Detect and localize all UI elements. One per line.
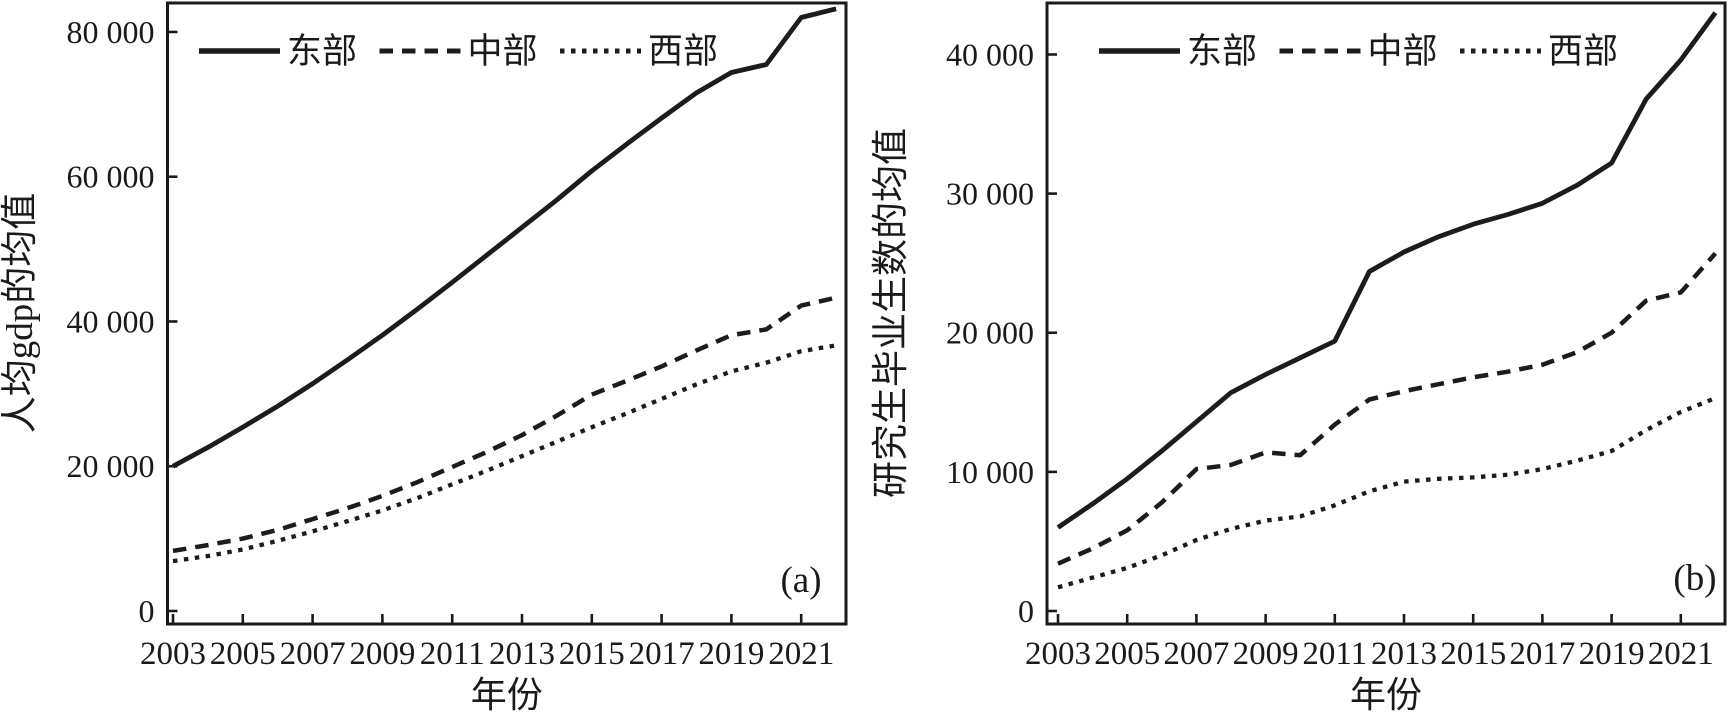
x-tick-label: 2011 <box>420 636 485 672</box>
x-tick-label: 2005 <box>210 636 276 672</box>
y-axis-title: 研究生毕业生数的均值 <box>870 128 912 498</box>
panel-annotation: (b) <box>1673 558 1716 599</box>
legend-label-central: 中部 <box>1368 32 1438 71</box>
x-tick-label: 2013 <box>1371 636 1437 672</box>
chart-panel-b: 0 10 000 20 000 30 000 40 000 2003 2005 2007 200… <box>870 1 1727 715</box>
x-tick-label: 2019 <box>1579 636 1645 672</box>
x-tick-label: 2013 <box>489 636 555 672</box>
plot-frame <box>166 1 848 626</box>
y-tick-label: 20 000 <box>946 315 1034 351</box>
x-tick-label: 2011 <box>1302 636 1367 672</box>
x-tick-label: 2015 <box>559 636 625 672</box>
y-tick-label: 0 <box>1018 593 1034 629</box>
legend-label-east: 东部 <box>287 32 357 71</box>
series-line-central <box>1057 251 1718 566</box>
legend-label-east: 东部 <box>1187 32 1257 71</box>
legend-label-west: 西部 <box>1548 32 1618 71</box>
x-tick-label: 2009 <box>349 636 415 672</box>
x-tick-label: 2007 <box>280 636 346 672</box>
x-axis-title: 年份 <box>471 675 543 715</box>
y-axis-title: 人均gdp的均值 <box>0 193 41 434</box>
chart-panel-a: 0 20 000 40 000 60 000 80 000 2003 2005 2007 200… <box>0 1 848 715</box>
panel-annotation: (a) <box>780 560 821 601</box>
x-tick-label: 2021 <box>768 636 834 672</box>
y-tick-label: 20 000 <box>67 448 155 484</box>
x-tick-label: 2005 <box>1094 636 1160 672</box>
y-tick-label: 60 000 <box>67 159 155 195</box>
x-tick-label: 2019 <box>698 636 764 672</box>
x-tick-label: 2017 <box>1509 636 1575 672</box>
x-tick-label: 2015 <box>1440 636 1506 672</box>
x-tick-label: 2009 <box>1233 636 1299 672</box>
x-tick-label: 2003 <box>140 636 206 672</box>
x-tick-label: 2017 <box>629 636 695 672</box>
y-tick-label: 40 000 <box>946 36 1034 72</box>
plot-frame <box>1045 1 1727 626</box>
y-tick-label: 30 000 <box>946 176 1034 212</box>
y-tick-label: 40 000 <box>67 303 155 339</box>
x-tick-label: 2003 <box>1025 636 1091 672</box>
series-line-central <box>172 295 837 554</box>
y-tick-label: 0 <box>139 593 155 629</box>
series-line-west <box>1057 396 1717 590</box>
series-line-west <box>172 343 837 564</box>
legend-label-west: 西部 <box>648 32 718 71</box>
legend-label-central: 中部 <box>468 32 538 71</box>
y-tick-label: 10 000 <box>946 454 1034 490</box>
x-axis-title: 年份 <box>1350 675 1422 715</box>
x-tick-label: 2021 <box>1648 636 1714 672</box>
x-tick-label: 2007 <box>1163 636 1229 672</box>
y-tick-label: 80 000 <box>67 14 155 50</box>
series-line-east <box>171 6 837 469</box>
series-line-east <box>1056 11 1718 530</box>
